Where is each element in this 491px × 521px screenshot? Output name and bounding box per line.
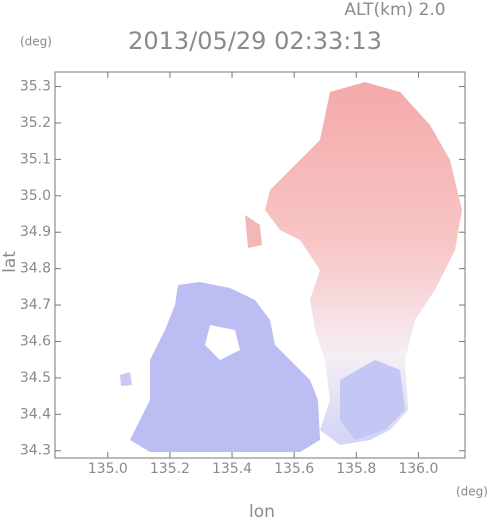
x-tick-label: 135.4 bbox=[212, 461, 252, 477]
x-tick-label: 135.8 bbox=[336, 461, 376, 477]
x-tick-label: 135.2 bbox=[150, 461, 190, 477]
y-tick-label: 34.5 bbox=[20, 370, 51, 386]
gap bbox=[205, 325, 240, 360]
negative-region bbox=[130, 282, 320, 452]
y-tick-label: 35.3 bbox=[20, 79, 51, 95]
positive-region bbox=[245, 215, 262, 248]
y-tick-label: 34.3 bbox=[20, 443, 51, 459]
y-tick-label: 34.4 bbox=[20, 406, 51, 422]
y-tick-label: 34.7 bbox=[20, 297, 51, 313]
plot-frame bbox=[54, 71, 466, 459]
y-tick-label: 35.1 bbox=[20, 151, 51, 167]
x-tick-label: 135.6 bbox=[274, 461, 314, 477]
y-axis-title: lat bbox=[0, 251, 20, 273]
altitude-label: ALT(km) 2.0 bbox=[344, 0, 445, 20]
x-unit: (deg) bbox=[456, 485, 488, 499]
y-tick-label: 34.8 bbox=[20, 261, 51, 277]
positive-region bbox=[265, 82, 462, 445]
radar-field bbox=[120, 82, 462, 452]
x-tick-label: 135.0 bbox=[88, 461, 128, 477]
y-unit: (deg) bbox=[20, 35, 52, 49]
x-tick-label: 136.0 bbox=[398, 461, 438, 477]
y-tick-label: 35.2 bbox=[20, 115, 51, 131]
chart-title: 2013/05/29 02:33:13 bbox=[128, 27, 382, 55]
y-tick-label: 35.0 bbox=[20, 188, 51, 204]
y-tick-label: 34.6 bbox=[20, 333, 51, 349]
y-tick-label: 34.9 bbox=[20, 224, 51, 240]
x-axis-title: lon bbox=[249, 502, 275, 521]
negative-region bbox=[340, 360, 405, 440]
negative-region bbox=[120, 372, 132, 386]
